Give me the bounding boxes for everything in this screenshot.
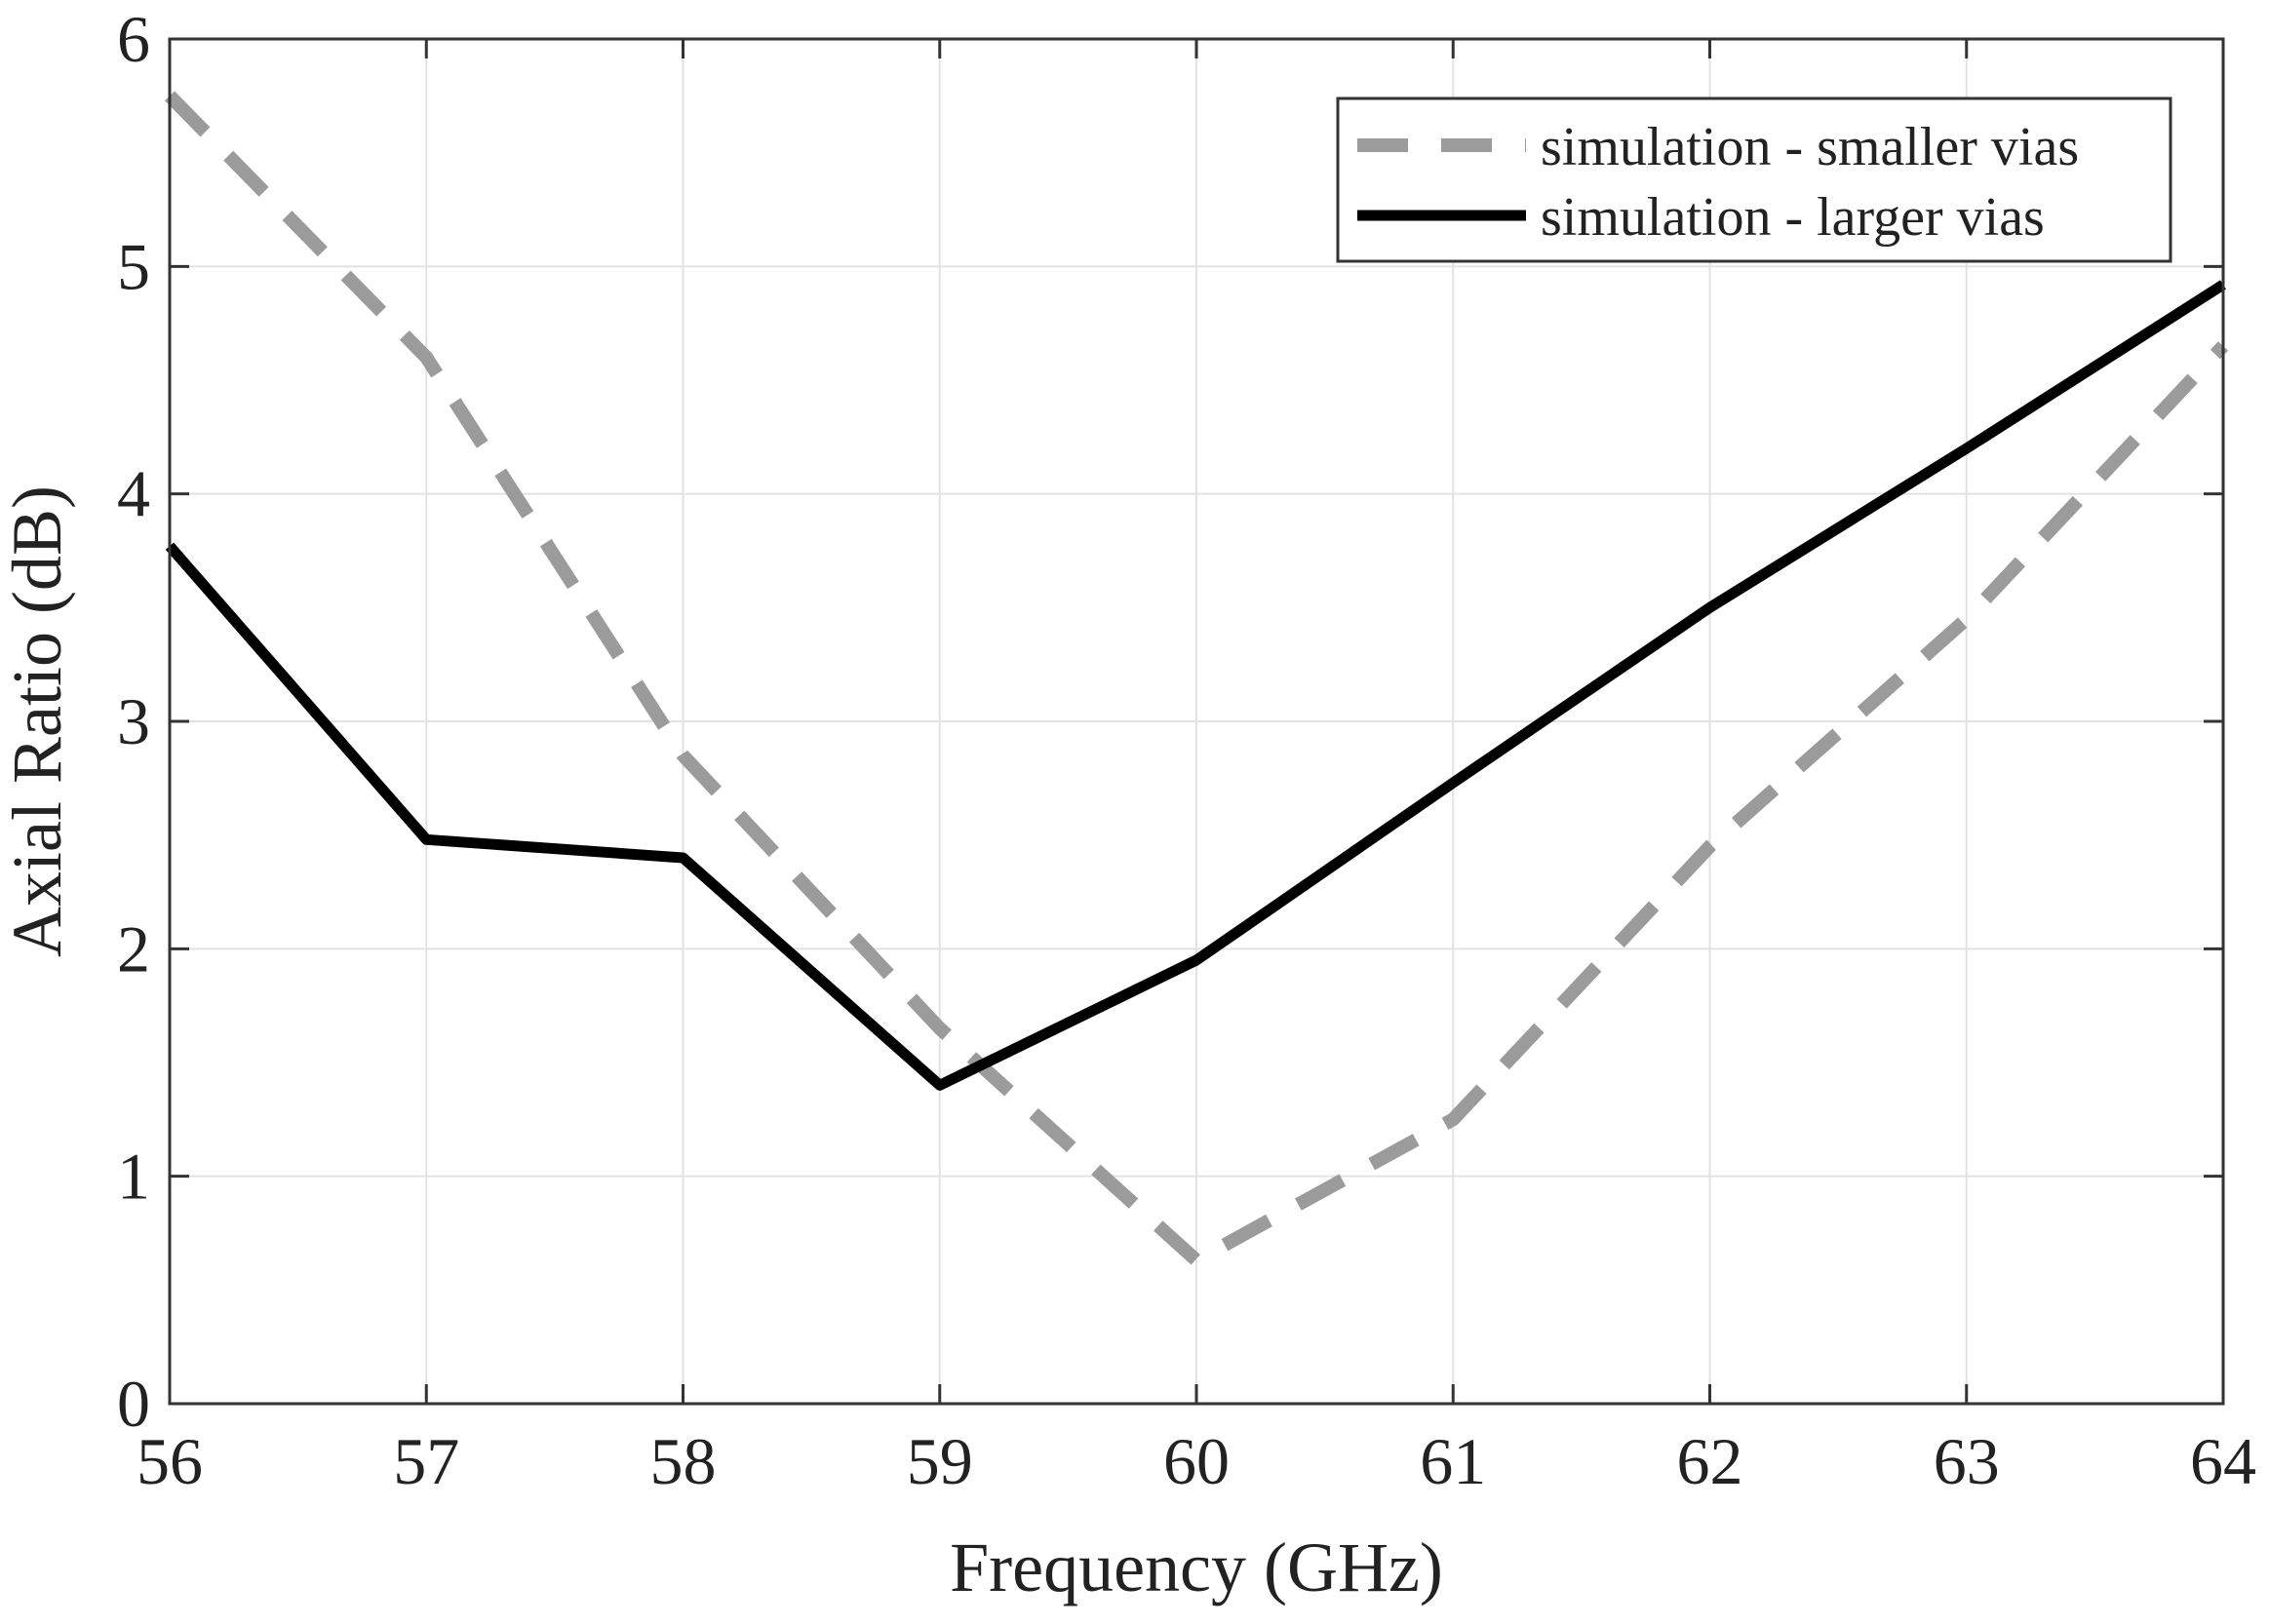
y-tick-label: 0 [117, 1367, 150, 1441]
y-tick-label: 2 [117, 911, 150, 986]
y-axis-title: Axial Ratio (dB) [0, 485, 76, 957]
x-axis-title: Frequency (GHz) [950, 1528, 1443, 1606]
legend-label-larger-vias: simulation - larger vias [1541, 187, 2045, 248]
y-tick-label: 5 [117, 229, 150, 303]
legend-label-smaller-vias: simulation - smaller vias [1541, 117, 2079, 177]
x-tick-label: 64 [2190, 1424, 2256, 1498]
x-tick-label: 59 [907, 1424, 973, 1498]
y-tick-label: 1 [117, 1140, 150, 1214]
y-tick-label: 3 [117, 684, 150, 758]
x-tick-label: 61 [1420, 1424, 1486, 1498]
x-tick-label: 62 [1677, 1424, 1743, 1498]
y-tick-label: 4 [117, 457, 150, 531]
x-tick-label: 58 [650, 1424, 717, 1498]
x-tick-label: 57 [393, 1424, 459, 1498]
x-tick-label: 60 [1163, 1424, 1230, 1498]
x-tick-label: 63 [1934, 1424, 2000, 1498]
y-tick-label: 6 [117, 2, 150, 76]
legend: simulation - smaller vias simulation - l… [1338, 98, 2171, 261]
